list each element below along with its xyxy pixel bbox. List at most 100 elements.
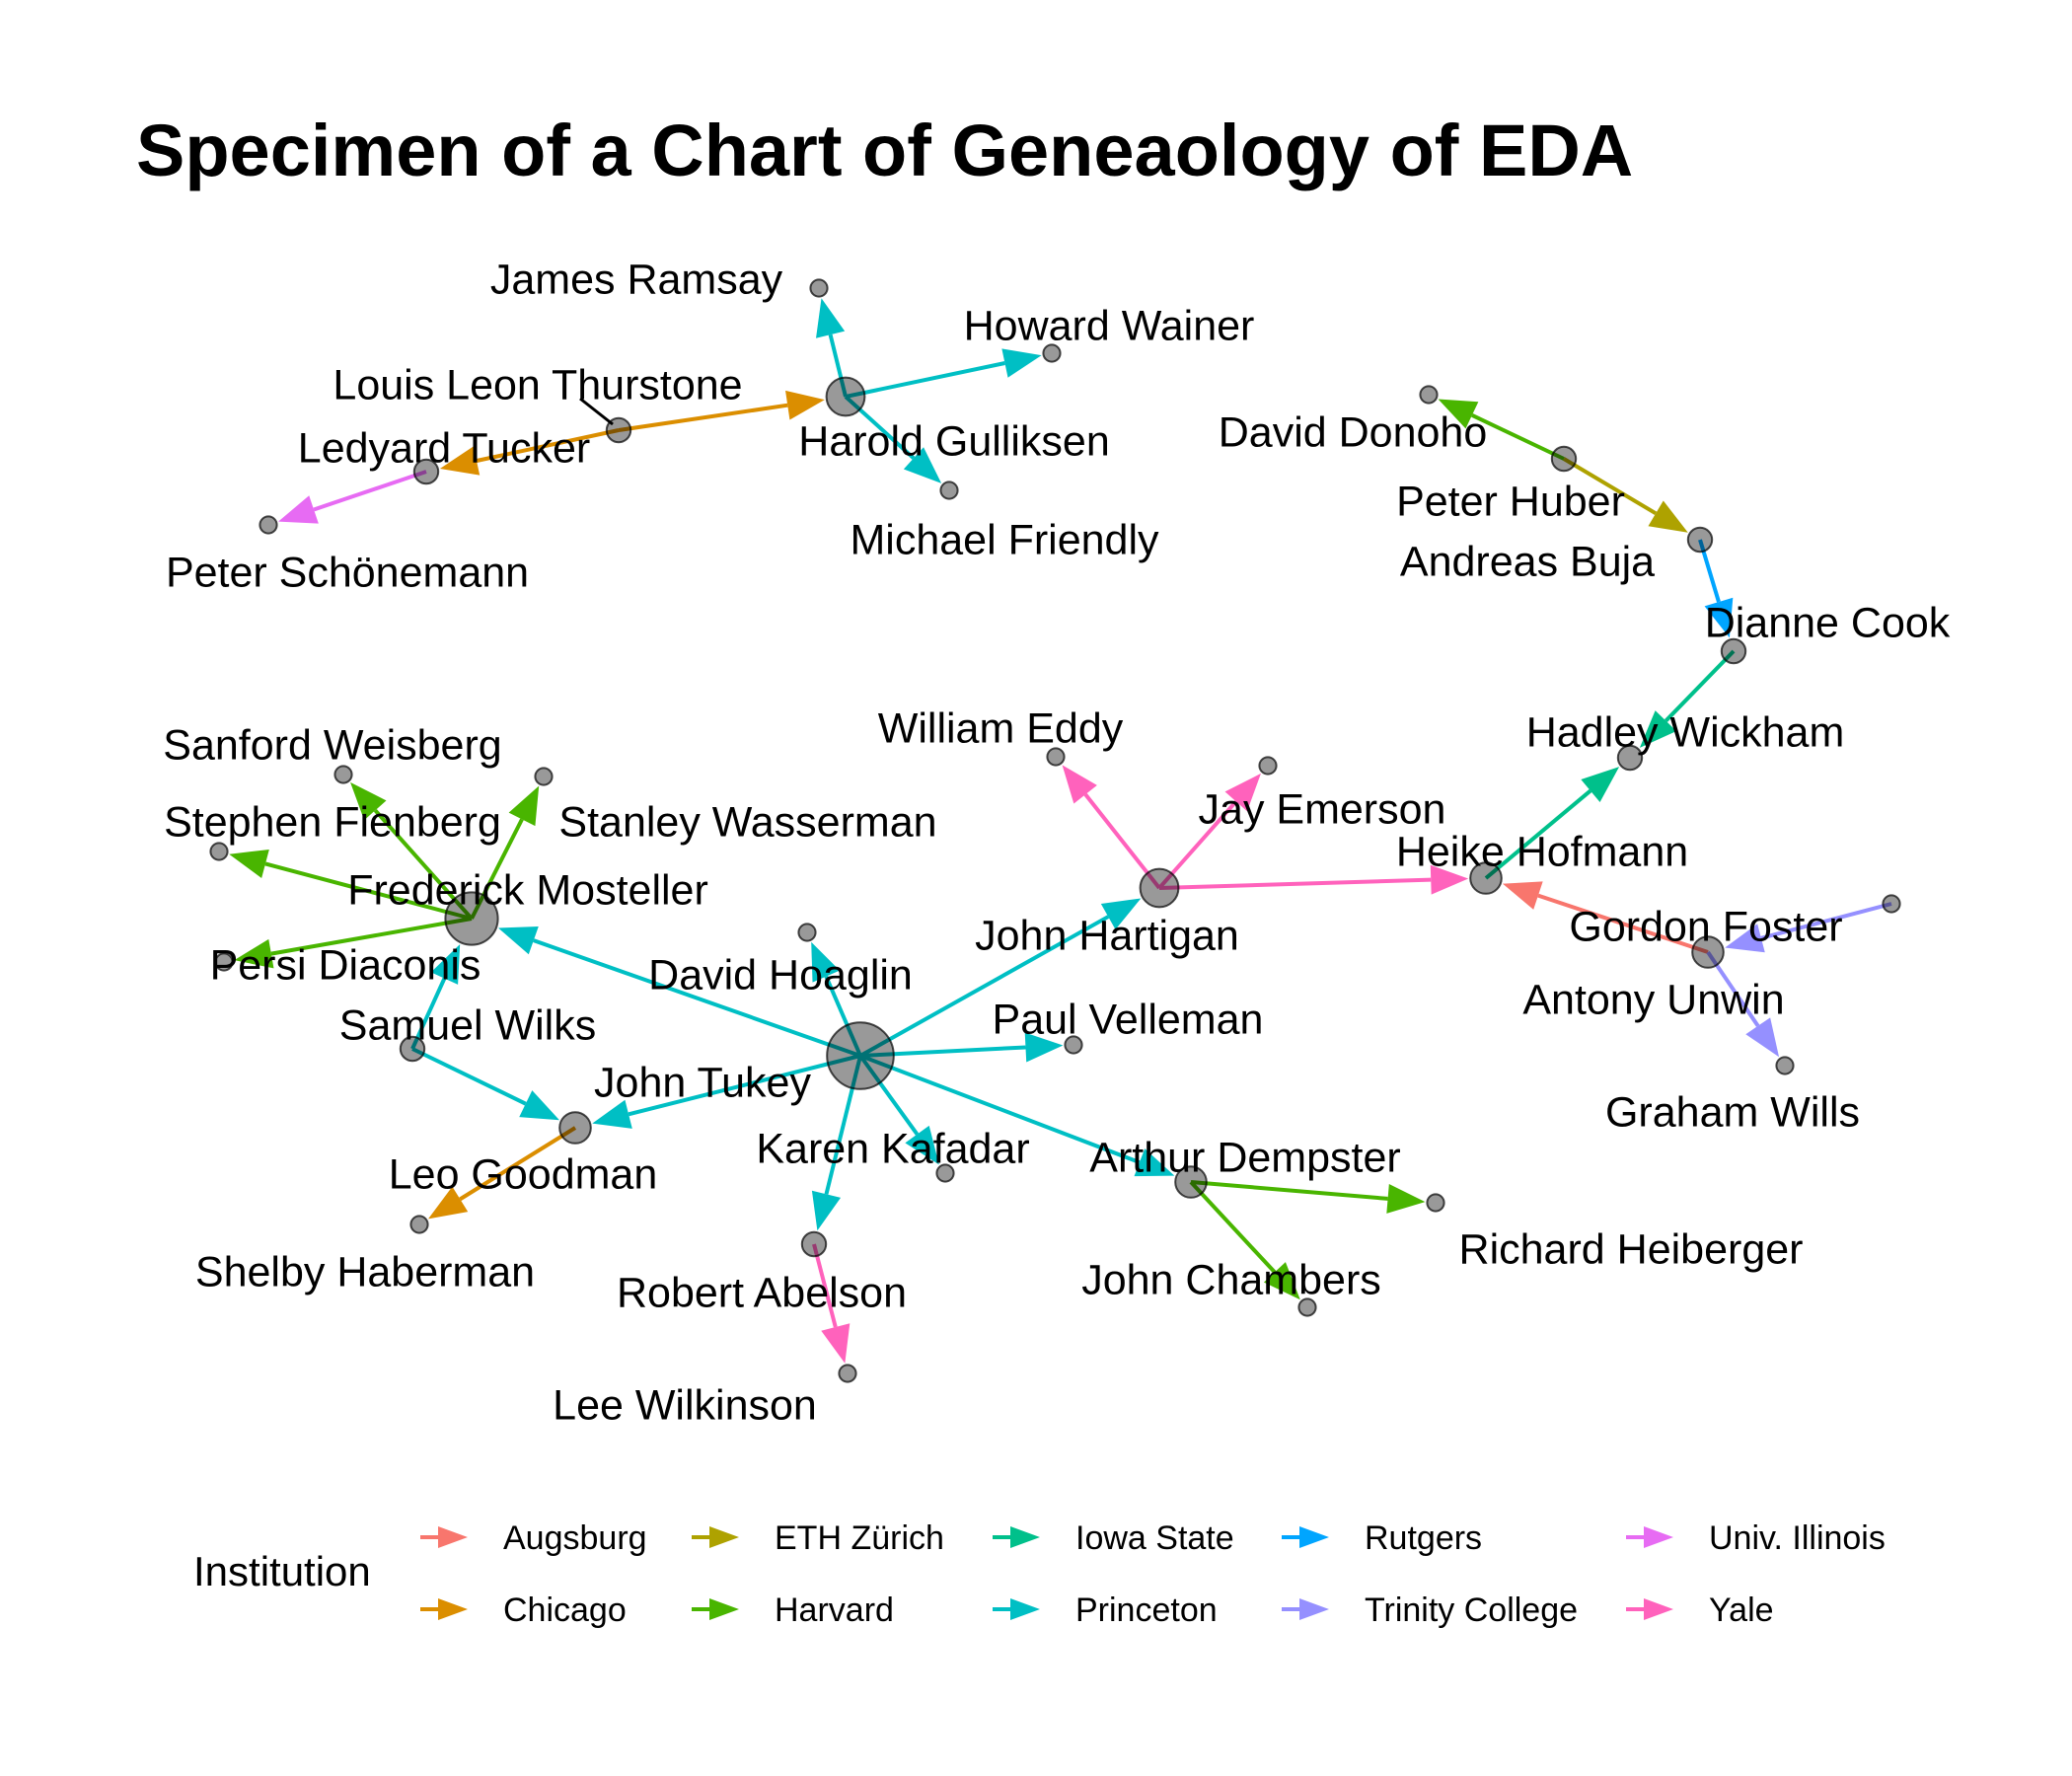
legend-label-harvard: Harvard <box>775 1591 894 1629</box>
node-leo-goodman <box>558 1111 592 1145</box>
legend-item-rutgers: Rutgers <box>1282 1519 1482 1557</box>
edge-john-tukey-to-karen-kafadar <box>858 1054 939 1165</box>
label-louis-leon-thurstone: Louis Leon Thurstone <box>333 361 742 408</box>
label-antony-unwin: Antony Unwin <box>1522 976 1784 1023</box>
edge-arthur-dempster-to-john-chambers <box>1189 1180 1300 1300</box>
label-andreas-buja: Andreas Buja <box>1400 538 1655 585</box>
label-samuel-wilks: Samuel Wilks <box>339 1001 596 1049</box>
node-james-ramsay <box>809 278 829 298</box>
label-karen-kafadar: Karen Kafadar <box>756 1125 1029 1172</box>
edge-john-tukey-to-arthur-dempster <box>859 1054 1175 1177</box>
legend-item-eth-zurich: ETH Zürich <box>692 1519 944 1557</box>
legend-swatch-rutgers <box>1282 1526 1329 1548</box>
legend-swatch-trinity-college <box>1282 1598 1329 1620</box>
legend-swatch-princeton <box>993 1598 1040 1620</box>
label-david-hoaglin: David Hoaglin <box>648 951 913 999</box>
legend-label-trinity-college: Trinity College <box>1365 1591 1578 1629</box>
label-john-tukey: John Tukey <box>594 1059 811 1106</box>
label-peter-schonemann: Peter Schönemann <box>166 549 529 596</box>
edge-john-tukey-to-paul-velleman <box>859 1032 1064 1063</box>
node-david-donoho <box>1419 385 1439 405</box>
node-dianne-cook <box>1720 637 1747 665</box>
edge-layer <box>229 298 1892 1364</box>
label-leo-goodman: Leo Goodman <box>389 1150 658 1198</box>
node-persi-diaconis <box>214 952 234 972</box>
legend-label-univ-illinois: Univ. Illinois <box>1709 1519 1886 1557</box>
edge-harold-gulliksen-to-james-ramsay <box>816 298 848 398</box>
edge-john-tukey-to-leo-goodman <box>592 1054 861 1129</box>
label-michael-friendly: Michael Friendly <box>850 516 1159 563</box>
label-jay-emerson: Jay Emerson <box>1199 785 1446 833</box>
edge-frederick-mosteller-to-stephen-fienberg <box>229 849 473 921</box>
legend-item-univ-illinois: Univ. Illinois <box>1626 1519 1886 1557</box>
edge-harold-gulliksen-to-howard-wainer <box>845 348 1042 399</box>
label-dianne-cook: Dianne Cook <box>1705 599 1951 646</box>
legend-items: Augsburg Chicago ETH Zürich Harvard Iowa Sta… <box>420 1519 1886 1629</box>
node-richard-heiberger <box>1426 1193 1445 1213</box>
legend-label-iowa-state: Iowa State <box>1075 1519 1234 1557</box>
label-william-eddy: William Eddy <box>878 704 1124 752</box>
node-john-chambers <box>1297 1297 1317 1317</box>
node-jay-emerson <box>1258 756 1278 776</box>
node-robert-abelson <box>800 1230 828 1258</box>
node-david-hoaglin <box>797 923 817 942</box>
label-richard-heiberger: Richard Heiberger <box>1459 1225 1804 1273</box>
node-ledyard-tucker <box>412 458 440 485</box>
node-heike-hofmann <box>1469 861 1503 895</box>
label-layer: Louis Leon Thurstone Harold Gulliksen Ledy… <box>163 256 1951 1429</box>
edge-frederick-mosteller-to-sanford-weisberg <box>350 781 474 921</box>
label-gordon-foster: Gordon Foster <box>1569 903 1842 950</box>
edge-dianne-cook-to-hadley-wickham <box>1639 649 1736 748</box>
node-michael-friendly <box>939 481 959 500</box>
edge-john-hartigan-to-william-eddy <box>1062 765 1161 890</box>
edge-frederick-mosteller-to-stanley-wasserman <box>470 785 540 920</box>
legend: Institution Augsburg Chicago ETH Zürich Har… <box>193 1519 1886 1629</box>
node-shelby-haberman <box>409 1215 429 1234</box>
label-howard-wainer: Howard Wainer <box>964 302 1255 349</box>
label-shelby-haberman: Shelby Haberman <box>195 1248 535 1295</box>
node-antony-unwin <box>1691 935 1725 969</box>
edge-andreas-buja-to-dianne-cook <box>1698 539 1734 638</box>
label-stanley-wasserman: Stanley Wasserman <box>558 798 936 846</box>
edge-samuel-wilks-to-leo-goodman <box>411 1047 559 1121</box>
node-william-eddy <box>1046 747 1066 767</box>
label-frederick-mosteller: Frederick Mosteller <box>347 866 708 914</box>
node-hadley-wickham <box>1616 744 1644 772</box>
node-sanford-weisberg <box>333 765 353 784</box>
edge-leo-goodman-to-shelby-haberman <box>428 1126 577 1220</box>
legend-item-augsburg: Augsburg <box>420 1519 647 1557</box>
edge-louis-leon-thurstone-to-ledyard-tucker <box>439 428 620 476</box>
label-harold-gulliksen: Harold Gulliksen <box>798 417 1109 465</box>
legend-swatch-harvard <box>692 1598 739 1620</box>
node-karen-kafadar <box>935 1163 955 1183</box>
label-james-ramsay: James Ramsay <box>490 256 783 303</box>
edge-peter-huber-to-david-donoho <box>1438 399 1565 461</box>
legend-label-eth-zurich: ETH Zürich <box>775 1519 944 1557</box>
label-peter-huber: Peter Huber <box>1396 478 1625 525</box>
label-heike-hofmann: Heike Hofmann <box>1396 828 1688 875</box>
label-leader-louis-leon-thurstone <box>579 397 614 426</box>
edge-antony-unwin-to-heike-hofmann <box>1502 881 1709 954</box>
edge-john-tukey-to-john-hartigan <box>859 898 1142 1058</box>
legend-swatch-chicago <box>420 1598 468 1620</box>
node-arthur-dempster <box>1174 1165 1208 1199</box>
node-peter-huber <box>1550 445 1578 473</box>
node-paul-velleman <box>1064 1035 1083 1055</box>
node-john-tukey <box>826 1021 895 1090</box>
edge-frederick-mosteller-to-persi-diaconis <box>234 917 473 969</box>
legend-swatch-iowa-state <box>993 1526 1040 1548</box>
node-gordon-foster <box>1882 894 1901 914</box>
legend-label-augsburg: Augsburg <box>503 1519 647 1557</box>
edge-robert-abelson-to-lee-wilkinson <box>812 1243 851 1364</box>
node-stephen-fienberg <box>209 842 229 861</box>
node-layer <box>209 278 1901 1383</box>
label-robert-abelson: Robert Abelson <box>617 1269 907 1316</box>
label-david-donoho: David Donoho <box>1219 408 1488 456</box>
label-arthur-dempster: Arthur Dempster <box>1089 1134 1400 1181</box>
legend-swatch-augsburg <box>420 1526 468 1548</box>
legend-item-chicago: Chicago <box>420 1591 627 1629</box>
node-john-hartigan <box>1139 867 1180 909</box>
edge-john-tukey-to-david-hoaglin <box>811 941 862 1057</box>
legend-label-princeton: Princeton <box>1075 1591 1218 1629</box>
node-stanley-wasserman <box>534 767 554 786</box>
